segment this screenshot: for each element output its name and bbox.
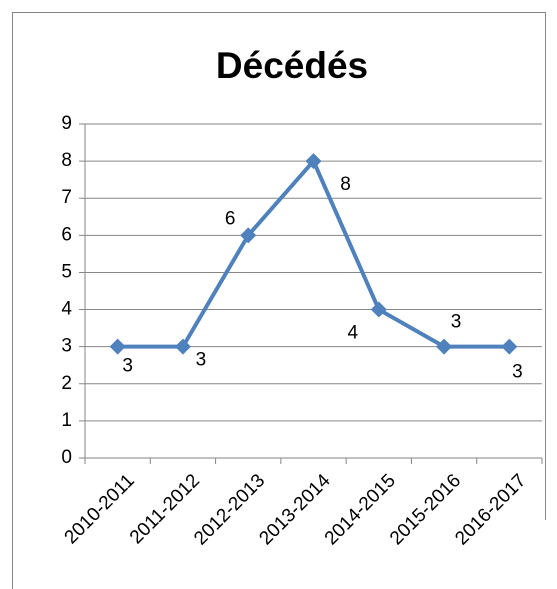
chart-frame [12, 12, 546, 589]
marker [436, 338, 453, 355]
data-label: 8 [340, 174, 351, 195]
marker [370, 301, 387, 318]
data-label: 4 [347, 323, 358, 344]
chart-title: Décédés [216, 45, 368, 86]
data-label: 6 [225, 208, 236, 229]
y-tick-label: 9 [61, 113, 72, 134]
y-tick-label: 6 [61, 224, 72, 245]
x-tick-label: 2016-2017 [451, 470, 530, 549]
x-tick-label: 2010-2011 [61, 470, 139, 548]
y-tick-label: 7 [61, 187, 72, 208]
marker [240, 227, 257, 244]
y-tick-label: 2 [61, 373, 72, 394]
marker [501, 338, 518, 355]
y-tick-label: 5 [61, 261, 72, 282]
y-tick-label: 0 [61, 447, 72, 468]
marker [109, 338, 126, 355]
data-label: 3 [196, 350, 207, 371]
data-label: 3 [451, 312, 462, 333]
data-label: 3 [512, 362, 523, 383]
data-label: 3 [122, 356, 133, 377]
y-tick-label: 3 [61, 336, 72, 357]
marker [174, 338, 191, 355]
y-tick-label: 8 [61, 150, 72, 171]
y-tick-label: 1 [61, 410, 72, 431]
y-tick-label: 4 [61, 299, 72, 320]
marker [305, 153, 322, 170]
